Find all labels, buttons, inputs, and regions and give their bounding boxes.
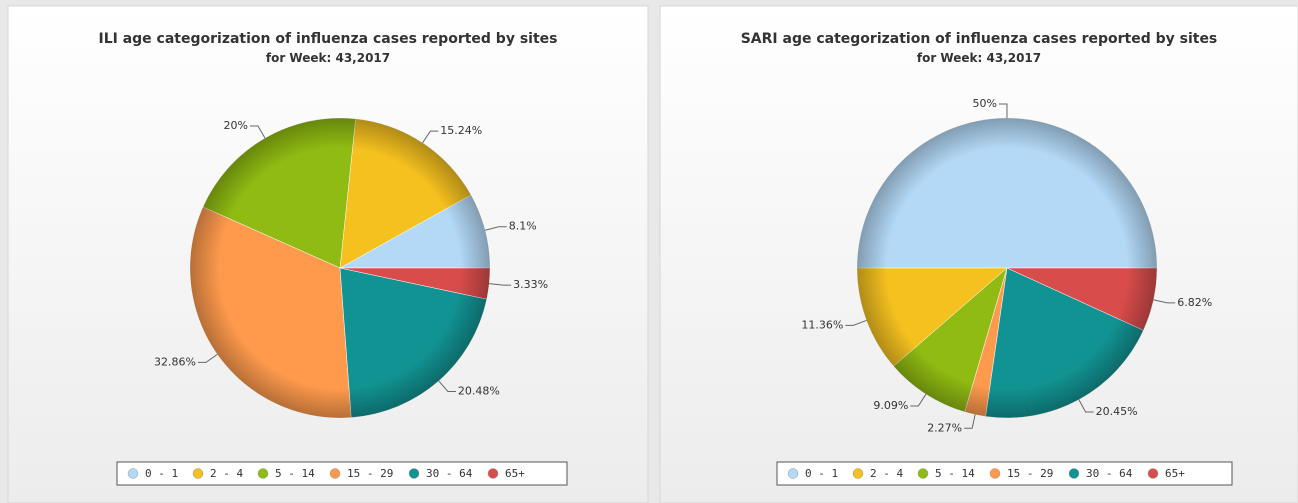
data-label: 20.45% [1096,405,1138,418]
chart-title: ILI age categorization of influenza case… [99,31,558,47]
legend-swatch [329,468,341,479]
legend-label: 30 - 64 [426,467,473,480]
leader-line [1153,299,1176,304]
legend-label: 15 - 29 [1007,467,1053,480]
legend-swatch [408,468,420,479]
legend-swatch [1068,468,1080,479]
data-label: 8.1% [509,220,537,233]
chart: SARI age categorization of influenza cas… [659,5,1298,503]
data-label: 32.86% [154,355,196,368]
legend: 0 - 1 2 - 4 5 - 14 15 - 29 30 - 64 65+ [776,461,1233,486]
legend-box [776,461,1233,486]
leader-line [489,283,512,286]
legend-swatch [192,468,204,479]
data-label: 9.09% [873,399,908,412]
legend-swatch [917,468,929,479]
data-label: 6.82% [1177,296,1212,309]
legend-label: 15 - 29 [347,467,393,480]
legend-label: 65+ [1165,467,1185,480]
legend-label: 5 - 14 [275,467,315,480]
legend-box [116,461,568,486]
legend-label: 2 - 4 [210,467,243,480]
legend-label: 30 - 64 [1086,467,1133,480]
chart-subtitle: for Week: 43,2017 [266,51,390,65]
legend: 0 - 1 2 - 4 5 - 14 15 - 29 30 - 64 65+ [116,461,568,486]
data-label: 50% [973,97,997,110]
legend-label: 5 - 14 [935,467,975,480]
legend-swatch [989,468,1001,479]
legend-label: 0 - 1 [145,467,178,480]
legend-swatch [257,468,269,479]
chart: ILI age categorization of influenza case… [7,5,649,503]
data-label: 11.36% [801,318,843,331]
data-label: 15.24% [440,124,482,137]
data-label: 20% [224,119,248,132]
leader-line [964,414,976,429]
legend-swatch [127,468,139,479]
data-label: 3.33% [513,278,548,291]
legend-label: 2 - 4 [870,467,903,480]
legend-label: 0 - 1 [805,467,838,480]
chart-subtitle: for Week: 43,2017 [917,51,1041,65]
legend-label: 65+ [505,467,525,480]
legend-swatch [487,468,499,479]
legend-swatch [1147,468,1159,479]
leader-line [998,103,1008,119]
data-label: 20.48% [458,384,500,397]
chart-title: SARI age categorization of influenza cas… [741,31,1218,47]
legend-swatch [852,468,864,479]
data-label: 2.27% [927,421,962,434]
legend-swatch [787,468,799,479]
